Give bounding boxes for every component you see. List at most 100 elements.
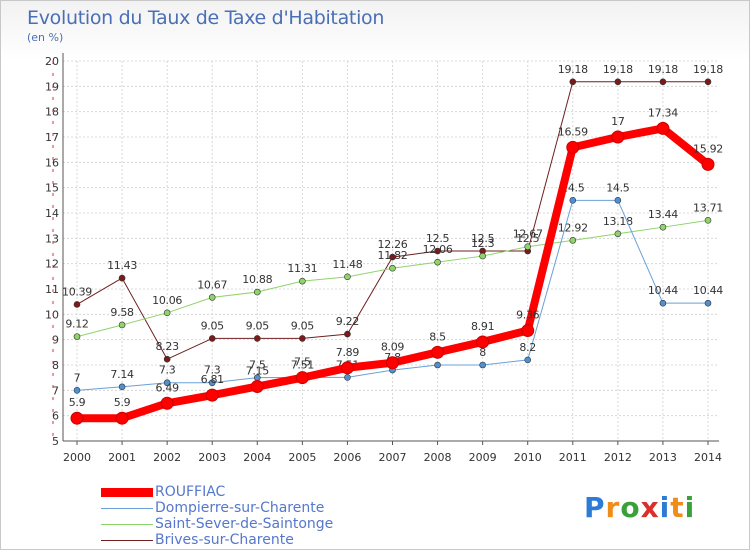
data-point-brives-sur-charente xyxy=(163,355,171,363)
data-point-saint-sever-de-saintonge xyxy=(253,288,261,296)
data-label-saint-sever-de-saintonge: 9.12 xyxy=(65,318,88,331)
x-tick-label: 2000 xyxy=(63,451,91,464)
data-label-rouffiac: 17.34 xyxy=(648,106,678,119)
data-point-rouffiac xyxy=(701,157,715,171)
data-label-saint-sever-de-saintonge: 10.88 xyxy=(242,273,272,286)
data-point-saint-sever-de-saintonge xyxy=(524,243,532,250)
y-tick-label: 18 xyxy=(45,106,59,119)
x-tick-label: 2002 xyxy=(153,451,181,464)
x-tick-label: 2006 xyxy=(333,451,361,464)
legend-swatch xyxy=(101,539,153,541)
data-point-brives-sur-charente xyxy=(434,247,441,255)
data-label-saint-sever-de-saintonge: 9.58 xyxy=(110,306,134,319)
unit-label: (en %) xyxy=(27,31,64,44)
data-point-saint-sever-de-saintonge xyxy=(614,230,622,238)
data-label-rouffiac: 17 xyxy=(611,115,625,128)
data-label-brives-sur-charente: 9.05 xyxy=(246,319,270,332)
y-tick-label: 6 xyxy=(52,410,59,423)
data-label-brives-sur-charente: 9.05 xyxy=(201,319,225,332)
data-point-brives-sur-charente xyxy=(659,78,667,86)
data-point-brives-sur-charente xyxy=(208,335,216,342)
data-label-rouffiac: 5.9 xyxy=(114,396,131,409)
legend-label: Dompierre-sur-Charente xyxy=(155,500,325,516)
y-tick-label: 14 xyxy=(45,207,59,220)
legend-item-saint-sever-de-saintonge: Saint-Sever-de-Saintonge xyxy=(101,516,333,532)
y-tick-label: 16 xyxy=(45,156,59,169)
data-label-brives-sur-charente: 9.22 xyxy=(336,315,359,328)
data-label-saint-sever-de-saintonge: 13.44 xyxy=(648,208,678,221)
data-point-brives-sur-charente xyxy=(569,78,577,86)
x-tick-label: 2008 xyxy=(424,451,452,464)
data-label-dompierre-sur-charente: 7 xyxy=(74,371,81,384)
data-point-rouffiac xyxy=(340,361,354,375)
y-tick-label: 15 xyxy=(45,182,59,195)
y-tick-label: 19 xyxy=(45,80,59,93)
data-point-rouffiac xyxy=(476,335,490,349)
data-label-brives-sur-charente: 19.18 xyxy=(693,63,723,76)
data-point-saint-sever-de-saintonge xyxy=(479,252,486,260)
data-point-brives-sur-charente xyxy=(614,78,622,86)
data-point-dompierre-sur-charente xyxy=(479,361,486,369)
x-tick-label: 2001 xyxy=(108,451,136,464)
data-label-rouffiac: 7.5 xyxy=(294,356,311,369)
data-label-dompierre-sur-charente: 7.3 xyxy=(204,364,221,377)
data-point-saint-sever-de-saintonge xyxy=(299,277,306,285)
x-tick-label: 2004 xyxy=(243,451,271,464)
data-label-dompierre-sur-charente: 10.44 xyxy=(693,284,723,297)
data-point-rouffiac xyxy=(205,388,219,402)
data-label-dompierre-sur-charente: 8.2 xyxy=(519,341,536,354)
data-label-rouffiac: 8.09 xyxy=(381,341,405,354)
data-label-rouffiac: 6.81 xyxy=(201,373,224,386)
data-label-saint-sever-de-saintonge: 12.92 xyxy=(558,221,588,234)
data-label-brives-sur-charente: 19.18 xyxy=(558,63,588,76)
y-tick-label: 7 xyxy=(52,384,59,397)
data-point-rouffiac xyxy=(115,411,129,425)
data-label-saint-sever-de-saintonge: 11.48 xyxy=(332,258,362,271)
data-label-brives-sur-charente: 12.26 xyxy=(378,238,408,251)
data-point-saint-sever-de-saintonge xyxy=(73,333,81,340)
x-tick-label: 2007 xyxy=(379,451,407,464)
y-tick-label: 17 xyxy=(45,131,59,144)
data-point-saint-sever-de-saintonge xyxy=(118,321,126,329)
data-point-dompierre-sur-charente xyxy=(704,299,712,307)
y-tick-label: 20 xyxy=(45,55,59,68)
data-point-brives-sur-charente xyxy=(299,335,306,342)
data-point-dompierre-sur-charente xyxy=(569,197,577,204)
data-label-saint-sever-de-saintonge: 12.06 xyxy=(423,243,453,256)
data-label-rouffiac: 8.91 xyxy=(471,320,494,333)
y-tick-label: 12 xyxy=(45,258,59,271)
data-label-dompierre-sur-charente: 7.5 xyxy=(249,359,266,372)
plot-area xyxy=(63,61,719,441)
data-point-rouffiac xyxy=(521,324,535,338)
logo-letter: r xyxy=(605,491,621,524)
data-point-dompierre-sur-charente xyxy=(659,299,667,307)
logo-letter: i xyxy=(684,491,696,524)
data-point-rouffiac xyxy=(295,371,309,385)
y-tick-label: 10 xyxy=(45,308,59,321)
data-label-rouffiac: 7.89 xyxy=(336,346,360,359)
chart-title: Evolution du Taux de Taxe d'Habitation xyxy=(27,7,385,29)
data-point-saint-sever-de-saintonge xyxy=(569,237,577,244)
legend: ROUFFIAC Dompierre-sur-Charente Saint-Seve… xyxy=(101,484,333,548)
x-tick-label: 2005 xyxy=(288,451,316,464)
data-point-rouffiac xyxy=(611,130,625,144)
data-label-saint-sever-de-saintonge: 12.67 xyxy=(513,228,543,241)
data-label-brives-sur-charente: 10.39 xyxy=(62,285,92,298)
data-point-saint-sever-de-saintonge xyxy=(704,217,712,224)
proxiti-logo: Proxiti xyxy=(584,491,695,524)
legend-swatch xyxy=(101,523,153,525)
data-point-saint-sever-de-saintonge xyxy=(434,258,441,266)
legend-label: Brives-sur-Charente xyxy=(155,532,294,548)
x-tick-label: 2013 xyxy=(649,451,677,464)
data-point-saint-sever-de-saintonge xyxy=(344,273,351,281)
data-point-rouffiac xyxy=(250,380,264,394)
data-point-saint-sever-de-saintonge xyxy=(389,264,396,272)
data-label-rouffiac: 9.36 xyxy=(516,309,540,322)
data-label-brives-sur-charente: 12.5 xyxy=(426,232,450,245)
data-label-rouffiac: 15.92 xyxy=(693,142,723,155)
data-point-saint-sever-de-saintonge xyxy=(163,309,171,317)
data-label-brives-sur-charente: 12.5 xyxy=(516,232,540,245)
legend-item-rouffiac: ROUFFIAC xyxy=(101,484,333,500)
data-point-dompierre-sur-charente xyxy=(163,379,171,387)
